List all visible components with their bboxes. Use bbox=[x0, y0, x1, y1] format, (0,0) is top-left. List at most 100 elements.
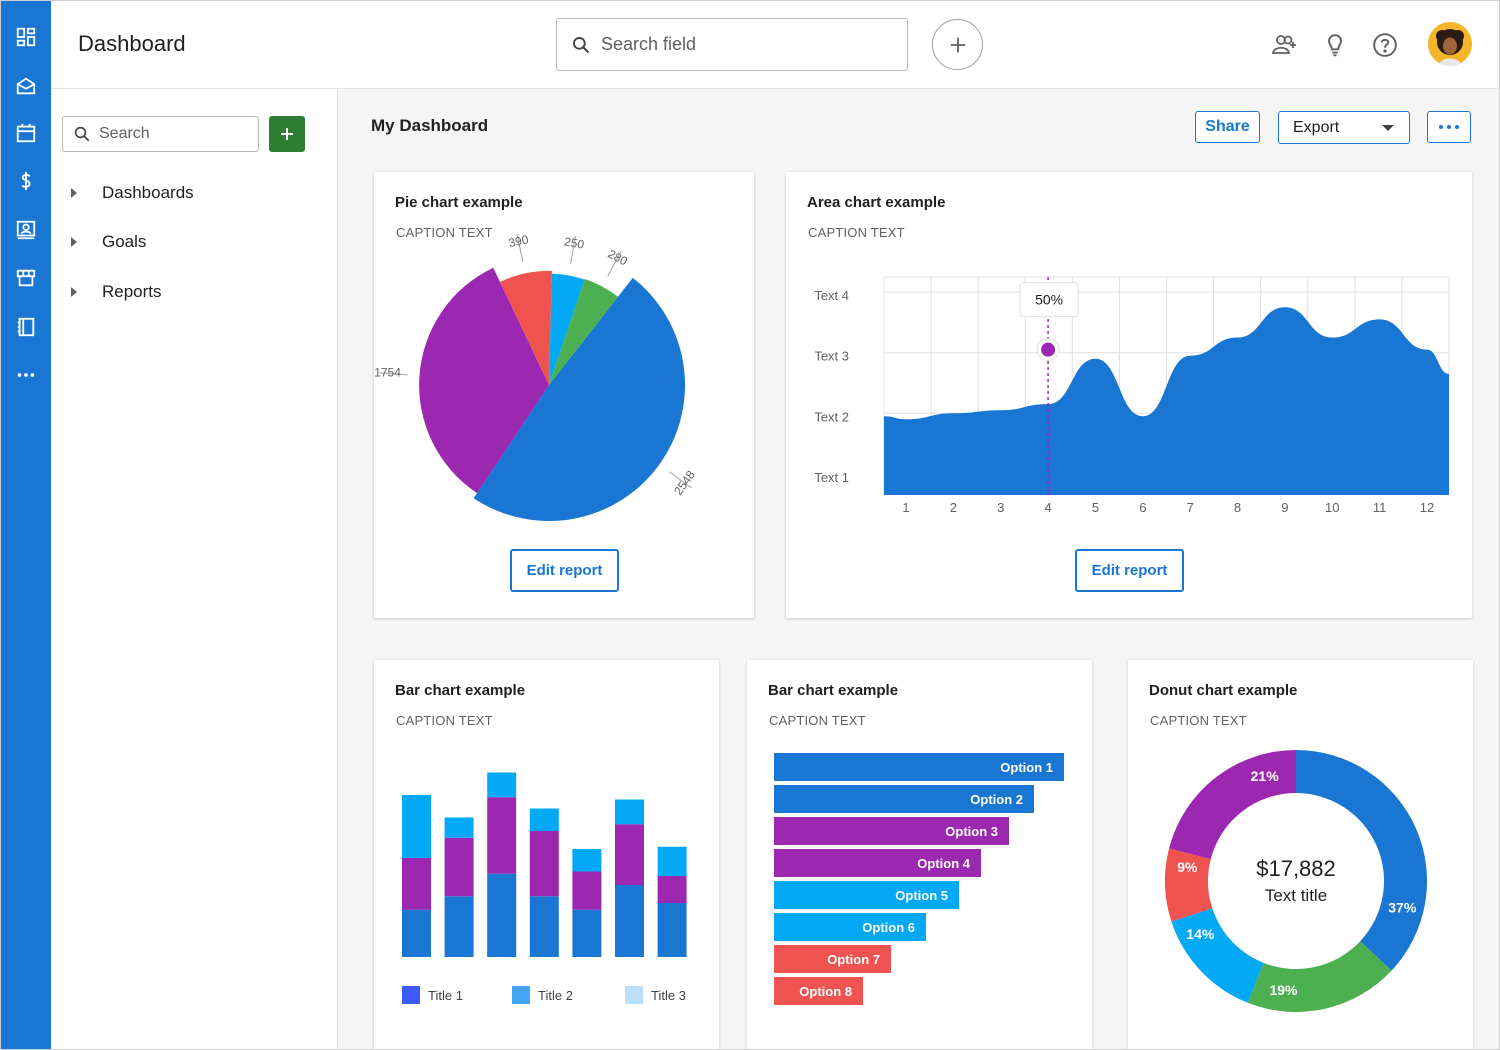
dot bbox=[1455, 125, 1459, 129]
donut-data-label: 19% bbox=[1269, 982, 1298, 998]
more-icon[interactable] bbox=[14, 363, 38, 387]
sidebar-item-goals[interactable]: Goals bbox=[71, 228, 146, 256]
donut-center-value: $17,882 bbox=[1256, 856, 1336, 881]
x-tick-label: 8 bbox=[1234, 500, 1241, 515]
bar bbox=[774, 945, 891, 973]
bar-segment bbox=[487, 873, 517, 957]
lightbulb-icon[interactable] bbox=[1321, 31, 1349, 59]
search-field[interactable] bbox=[556, 18, 908, 71]
stacked-bar-chart bbox=[402, 772, 687, 957]
donut-data-label: 21% bbox=[1251, 768, 1280, 784]
bar bbox=[774, 849, 981, 877]
dot bbox=[1447, 125, 1451, 129]
bar bbox=[774, 785, 1034, 813]
x-tick-label: 1 bbox=[902, 500, 909, 515]
bar-segment bbox=[487, 772, 517, 798]
pie-slice bbox=[419, 267, 549, 494]
bar-label: Option 4 bbox=[917, 856, 970, 871]
dashboard-icon[interactable] bbox=[14, 25, 38, 49]
expand-caret-icon bbox=[71, 237, 77, 247]
pie-leader-line bbox=[607, 251, 622, 277]
bar bbox=[774, 977, 863, 1005]
pie-leader-line bbox=[379, 372, 408, 376]
bar bbox=[774, 913, 926, 941]
sidebar-add-button[interactable] bbox=[269, 116, 305, 152]
top-bar: Dashboard bbox=[51, 1, 1499, 89]
x-tick-label: 12 bbox=[1420, 500, 1434, 515]
sidebar-search-input[interactable] bbox=[99, 125, 249, 143]
search-icon bbox=[74, 126, 90, 142]
x-tick-label: 4 bbox=[1044, 500, 1051, 515]
expand-caret-icon bbox=[71, 287, 77, 297]
legend-item: Title 3 bbox=[625, 986, 686, 1004]
y-tick-label: Text 2 bbox=[814, 409, 849, 424]
sidebar: Dashboards Goals Reports bbox=[51, 89, 338, 1049]
edit-report-button[interactable]: Edit report bbox=[510, 549, 619, 592]
share-button[interactable]: Share bbox=[1195, 111, 1260, 143]
add-icon bbox=[281, 128, 293, 140]
edit-report-button[interactable]: Edit report bbox=[1075, 549, 1184, 592]
mail-icon[interactable] bbox=[14, 74, 38, 98]
card-caption: CAPTION TEXT bbox=[396, 225, 493, 240]
highlight-point bbox=[1041, 342, 1056, 357]
x-tick-label: 3 bbox=[997, 500, 1004, 515]
pie-data-label: 250 bbox=[563, 234, 585, 251]
donut-chart: $17,882 Text title 37% 19% 14% 9% 21% bbox=[1165, 750, 1427, 1012]
bar-label: Option 2 bbox=[970, 792, 1023, 807]
chevron-down-icon bbox=[1382, 125, 1394, 131]
export-dropdown[interactable]: Export bbox=[1278, 111, 1410, 144]
app-title: Dashboard bbox=[78, 31, 186, 56]
sidebar-item-reports[interactable]: Reports bbox=[71, 278, 162, 306]
sidebar-item-label: Reports bbox=[102, 282, 162, 301]
sidebar-search[interactable] bbox=[62, 116, 259, 152]
x-tick-label: 5 bbox=[1092, 500, 1099, 515]
bar-segment bbox=[444, 837, 474, 897]
add-button[interactable] bbox=[932, 19, 983, 70]
legend-label: Title 1 bbox=[428, 987, 463, 1003]
pie-slice bbox=[549, 273, 585, 385]
expand-caret-icon bbox=[71, 188, 77, 198]
legend-swatch bbox=[625, 986, 643, 1004]
pie-data-label: 390 bbox=[507, 232, 530, 250]
notebook-icon[interactable] bbox=[14, 315, 38, 339]
add-icon bbox=[950, 37, 965, 52]
card-caption: CAPTION TEXT bbox=[1150, 713, 1247, 728]
search-input[interactable] bbox=[601, 34, 881, 55]
card-title: Bar chart example bbox=[395, 682, 526, 699]
help-icon[interactable] bbox=[1371, 31, 1399, 59]
avatar[interactable] bbox=[1428, 22, 1472, 66]
bar-segment bbox=[402, 909, 431, 957]
donut-slice bbox=[1169, 750, 1296, 860]
legend-label: Title 3 bbox=[651, 987, 686, 1003]
x-tick-label: 11 bbox=[1373, 500, 1387, 515]
bar-segment bbox=[615, 799, 644, 825]
card-caption: CAPTION TEXT bbox=[769, 713, 866, 728]
add-user-icon[interactable] bbox=[1271, 31, 1299, 59]
calendar-icon[interactable] bbox=[14, 121, 38, 145]
more-options-button[interactable] bbox=[1427, 111, 1471, 143]
y-tick-label: Text 3 bbox=[814, 349, 849, 364]
bar-segment bbox=[529, 896, 559, 957]
y-tick-label: Text 1 bbox=[814, 470, 849, 485]
bar-segment bbox=[657, 903, 687, 957]
sidebar-item-dashboards[interactable]: Dashboards bbox=[71, 179, 194, 207]
donut-slice bbox=[1171, 908, 1264, 1003]
card-title: Pie chart example bbox=[395, 194, 523, 211]
search-icon bbox=[573, 36, 590, 53]
x-tick-label: 9 bbox=[1281, 500, 1288, 515]
tooltip-box bbox=[1019, 282, 1079, 318]
dollar-icon[interactable] bbox=[14, 169, 38, 193]
store-icon[interactable] bbox=[14, 266, 38, 290]
legend-swatch bbox=[512, 986, 530, 1004]
pie-data-label: 280 bbox=[606, 247, 631, 269]
contact-icon[interactable] bbox=[14, 218, 38, 242]
bar-label: Option 7 bbox=[827, 952, 880, 967]
dot bbox=[1439, 125, 1443, 129]
donut-data-label: 14% bbox=[1186, 926, 1215, 942]
bar bbox=[774, 753, 1064, 781]
bar-segment bbox=[572, 909, 602, 957]
donut-slice bbox=[1165, 848, 1213, 922]
bar-segment bbox=[487, 797, 517, 874]
